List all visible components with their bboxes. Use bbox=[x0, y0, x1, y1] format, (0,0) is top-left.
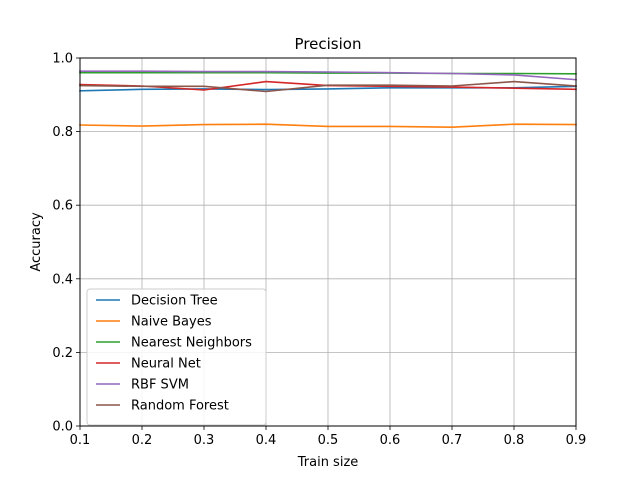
x-tick-label: 0.1 bbox=[70, 433, 91, 448]
y-tick-label: 0.6 bbox=[52, 199, 73, 214]
y-tick-label: 0.0 bbox=[52, 420, 73, 435]
legend-label: Nearest Neighbors bbox=[131, 336, 252, 351]
y-tick-label: 1.0 bbox=[52, 52, 73, 67]
y-tick-label: 0.8 bbox=[52, 125, 73, 140]
legend-label: Naive Bayes bbox=[131, 315, 212, 330]
series-line-nearest-neighbors bbox=[79, 71, 577, 75]
x-tick-label: 0.7 bbox=[442, 433, 463, 448]
x-tick-label: 0.5 bbox=[318, 433, 339, 448]
series-line-rbf-svm bbox=[79, 70, 577, 81]
x-tick-label: 0.9 bbox=[566, 433, 587, 448]
x-tick-label: 0.8 bbox=[504, 433, 525, 448]
x-tick-label: 0.4 bbox=[256, 433, 277, 448]
x-tick-label: 0.2 bbox=[132, 433, 153, 448]
y-tick-label: 0.2 bbox=[52, 346, 73, 361]
legend-label: Decision Tree bbox=[131, 294, 218, 309]
y-tick-label: 0.4 bbox=[52, 272, 73, 287]
axis-ticks: 0.1 0.2 0.3 0.4 0.5 0.6 0.7 0.8 0.9 0.0 0.2 0.4 0.6 0… bbox=[52, 52, 586, 449]
x-axis-label: Train size bbox=[297, 455, 359, 470]
legend-label: Neural Net bbox=[131, 357, 201, 372]
legend-label: RBF SVM bbox=[131, 378, 189, 393]
series-line-naive-bayes bbox=[79, 123, 577, 128]
series-line-random-forest bbox=[79, 80, 577, 93]
legend: Decision Tree Naive Bayes Nearest Neighbor… bbox=[86, 288, 267, 426]
x-tick-label: 0.3 bbox=[194, 433, 215, 448]
chart-title: Precision bbox=[295, 35, 362, 53]
x-tick-label: 0.6 bbox=[380, 433, 401, 448]
legend-label: Random Forest bbox=[131, 399, 229, 414]
legend-box bbox=[86, 288, 267, 426]
series-lines bbox=[79, 70, 577, 128]
y-axis-label: Accuracy bbox=[29, 212, 44, 272]
